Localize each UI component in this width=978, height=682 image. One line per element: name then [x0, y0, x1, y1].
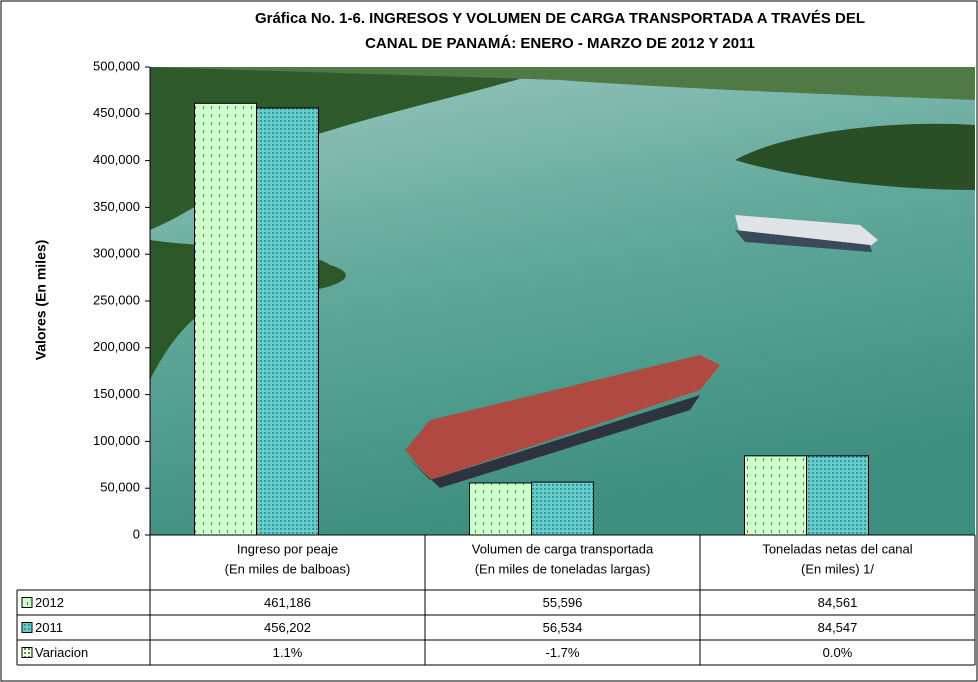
- data-label: 456,202: [264, 620, 311, 635]
- y-tick-label: 300,000: [93, 246, 140, 261]
- y-tick-label: 150,000: [93, 386, 140, 401]
- legend-label: 2012: [35, 595, 64, 610]
- x-tick-label: Volumen de carga transportada: [472, 541, 654, 556]
- chart-title: CANAL DE PANAMÁ: ENERO - MARZO DE 2012 Y…: [365, 35, 755, 52]
- y-tick-label: 50,000: [100, 480, 140, 495]
- data-label: 55,596: [543, 595, 583, 610]
- chart-title: Gráfica No. 1-6. INGRESOS Y VOLUMEN DE C…: [255, 10, 865, 27]
- legend-label: Variacion: [35, 645, 88, 660]
- y-axis-label: Valores (En miles): [33, 240, 49, 361]
- data-label: 0.0%: [823, 645, 853, 660]
- y-tick-label: 200,000: [93, 339, 140, 354]
- y-tick-label: 250,000: [93, 292, 140, 307]
- legend-key: [21, 597, 33, 608]
- bar: [531, 481, 594, 536]
- x-tick-label: (En miles) 1/: [801, 561, 874, 576]
- bar: [194, 102, 257, 536]
- data-label: 84,561: [818, 595, 858, 610]
- y-tick-label: 0: [133, 526, 140, 541]
- x-tick-label: Ingreso por peaje: [237, 541, 338, 556]
- y-tick-label: 500,000: [93, 58, 140, 73]
- data-label: 56,534: [543, 620, 583, 635]
- bar: [744, 455, 807, 536]
- y-tick-label: 450,000: [93, 105, 140, 120]
- data-label: 1.1%: [273, 645, 303, 660]
- legend-key: [21, 622, 33, 633]
- y-tick-label: 350,000: [93, 199, 140, 214]
- y-tick-label: 400,000: [93, 152, 140, 167]
- x-tick-label: Toneladas netas del canal: [762, 541, 912, 556]
- y-tick-label: 100,000: [93, 433, 140, 448]
- bar: [469, 482, 532, 536]
- legend-key: [21, 647, 33, 658]
- bar: [256, 107, 319, 536]
- bar: [806, 455, 869, 536]
- x-tick-label: (En miles de toneladas largas): [475, 561, 651, 576]
- data-label: 461,186: [264, 595, 311, 610]
- legend-label: 2011: [35, 620, 63, 635]
- data-label: -1.7%: [546, 645, 580, 660]
- x-tick-label: (En miles de balboas): [225, 561, 351, 576]
- data-label: 84,547: [818, 620, 858, 635]
